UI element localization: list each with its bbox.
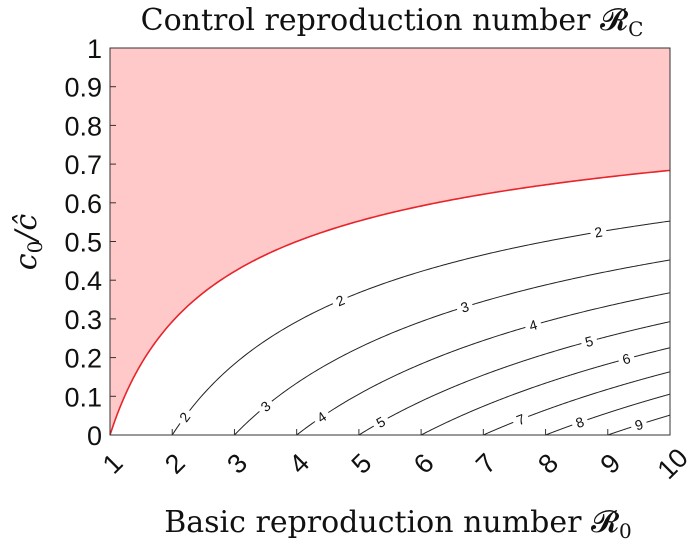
contour-label-bg bbox=[589, 221, 608, 243]
x-tick-label: 6 bbox=[408, 448, 440, 480]
y-tick-label: 0.2 bbox=[64, 344, 102, 374]
contour-label-bg bbox=[253, 394, 278, 419]
x-tick-label: 5 bbox=[346, 448, 378, 480]
contour-label-bg bbox=[329, 289, 352, 312]
x-tick-label: 2 bbox=[159, 448, 191, 480]
y-axis-label: c0/ĉ bbox=[9, 214, 47, 271]
y-tick-label: 0 bbox=[87, 421, 102, 451]
contour-label-5: 5 bbox=[583, 333, 595, 351]
x-tick-label: 8 bbox=[532, 448, 564, 480]
contour-label-bg bbox=[309, 405, 334, 429]
y-tick-label: 0.6 bbox=[64, 189, 102, 219]
contour-label-2: 2 bbox=[593, 223, 604, 240]
y-tick-label: 0.9 bbox=[64, 73, 102, 103]
contour-label-bg bbox=[569, 411, 591, 434]
y-tick-label: 1 bbox=[87, 34, 102, 64]
contour-label-bg bbox=[616, 348, 637, 370]
contour-line-8 bbox=[545, 393, 670, 435]
y-tick-label: 0.4 bbox=[64, 266, 102, 296]
contour-label-bg bbox=[579, 330, 600, 353]
contour-label-bg bbox=[522, 314, 544, 336]
contour-label-bg bbox=[509, 408, 532, 431]
contour-label-6: 6 bbox=[621, 350, 633, 368]
x-tick-label: 3 bbox=[221, 448, 253, 480]
x-tick-label: 1 bbox=[97, 448, 129, 480]
x-axis-ticks: 1 2 3 4 5 6 7 8 9 10 bbox=[97, 429, 694, 485]
y-tick-label: 0.3 bbox=[64, 305, 102, 335]
contour-line-3 bbox=[234, 259, 670, 435]
boundary-line bbox=[110, 169, 670, 435]
contour-line-2 bbox=[171, 220, 670, 435]
x-tick-label: 4 bbox=[283, 448, 315, 480]
x-tick-label: 9 bbox=[595, 448, 627, 480]
y-tick-label: 0.1 bbox=[64, 382, 102, 412]
y-tick-label: 0.5 bbox=[64, 228, 102, 258]
contour-line-4 bbox=[296, 292, 670, 435]
shaded-region bbox=[110, 48, 670, 435]
y-tick-label: 0.7 bbox=[64, 150, 102, 180]
contour-label-bg bbox=[172, 405, 197, 429]
contour-label-bg bbox=[369, 410, 393, 434]
contour-label-bg bbox=[628, 413, 650, 436]
contour-label-bg bbox=[454, 296, 476, 318]
chart-title: Control reproduction number 𝓡C bbox=[141, 3, 644, 41]
contour-line-5 bbox=[358, 321, 670, 435]
y-axis-ticks: 0 0.1 0.2 0.3 0.4 0.5 0.6 0.7 0.8 0.9 1 bbox=[64, 34, 116, 451]
x-tick-label: 7 bbox=[470, 448, 502, 480]
x-tick-label: 10 bbox=[651, 442, 693, 484]
x-axis-label: Basic reproduction number 𝓡0 bbox=[164, 505, 632, 543]
y-tick-label: 0.8 bbox=[64, 111, 102, 141]
